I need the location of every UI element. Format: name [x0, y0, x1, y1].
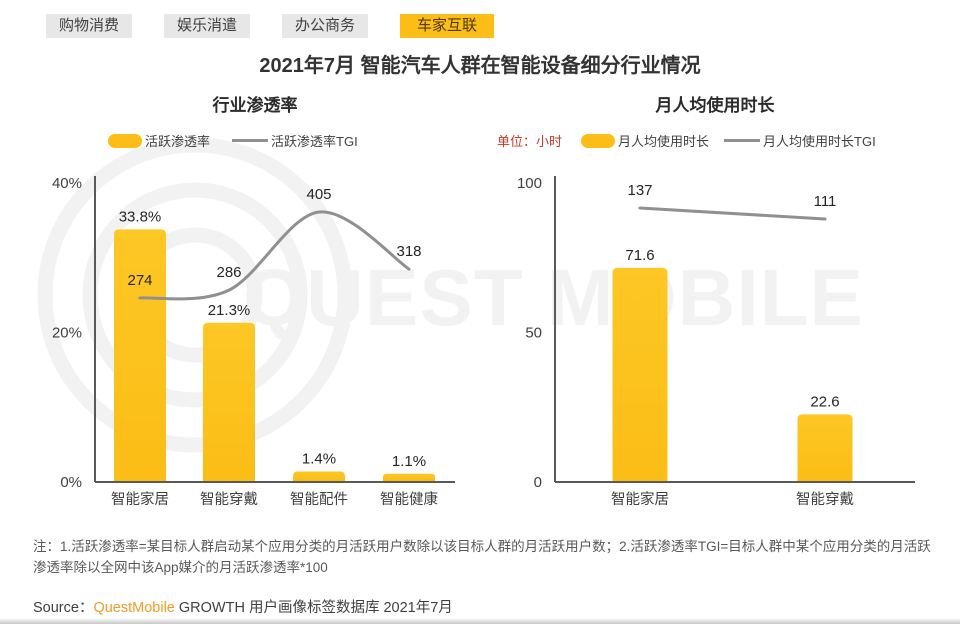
bar: [383, 473, 435, 481]
tab-car-home-active[interactable]: 车家互联: [400, 14, 495, 38]
footnote: 注：1.活跃渗透率=某目标人群启动某个应用分类的月活跃用户数除以该目标人群的月活…: [33, 539, 931, 575]
left-chart-legend: 活跃渗透率 活跃渗透率TGI: [108, 131, 358, 150]
bar: [203, 322, 255, 481]
category-label: 智能健康: [380, 491, 438, 508]
line-swatch-icon: [724, 139, 761, 142]
bar-value-label: 1.1%: [392, 453, 426, 470]
line-swatch-icon: [232, 139, 269, 142]
slide-bottom-shadow: [0, 618, 960, 624]
bar-swatch-icon: [108, 133, 142, 148]
bar: [114, 229, 166, 481]
tab-entertainment[interactable]: 娱乐消遣: [164, 14, 251, 38]
page-title: 2021年7月 智能汽车人群在智能设备细分行业情况: [259, 55, 701, 77]
tgi-value-label: 137: [627, 182, 652, 199]
category-label: 智能穿戴: [796, 491, 854, 508]
source-line: Source：QuestMobile GROWTH 用户画像标签数据库 2021…: [33, 596, 453, 617]
legend-item-penetration-tgi: 活跃渗透率TGI: [232, 131, 358, 150]
bar-value-label: 1.4%: [302, 451, 336, 468]
y-tick-label: 40%: [52, 175, 82, 192]
right-chart-title: 月人均使用时长: [655, 96, 775, 115]
bar-value-label: 33.8%: [119, 208, 162, 225]
category-label: 智能穿戴: [200, 491, 258, 508]
legend-label: 月人均使用时长TGI: [763, 134, 876, 149]
brand-name: QuestMobile: [93, 600, 175, 616]
bar-value-label: 22.6: [810, 393, 839, 410]
penetration-chart: 0% 20% 40% 33.8% 智能家居 21.3% 智能穿戴 1.4% 智能配件 1.1% 智能…: [52, 175, 455, 508]
bar-value-label: 21.3%: [208, 302, 251, 319]
tgi-line: [638, 206, 827, 221]
y-tick-label: 20%: [52, 325, 82, 342]
bar: [293, 471, 345, 481]
category-label: 智能家居: [111, 491, 169, 508]
y-tick-label: 50: [525, 325, 542, 342]
legend-label: 活跃渗透率: [145, 134, 211, 149]
tgi-value-label: 318: [396, 243, 421, 260]
tab-office[interactable]: 办公商务: [282, 14, 369, 38]
source-prefix: Source：: [33, 600, 94, 616]
category-label: 智能家居: [611, 491, 669, 508]
tgi-value-label: 274: [127, 272, 152, 289]
legend-item-penetration: 活跃渗透率: [108, 131, 210, 150]
category-label: 智能配件: [290, 491, 348, 508]
source-rest: GROWTH 用户画像标签数据库 2021年7月: [174, 600, 453, 616]
left-chart-title: 行业渗透率: [212, 96, 298, 115]
bar-value-label: 71.6: [625, 247, 654, 264]
tab-shopping[interactable]: 购物消费: [46, 14, 133, 38]
y-tick-label: 100: [517, 175, 542, 192]
unit-label: 单位：小时: [497, 134, 563, 149]
category-tabs: 购物消费 娱乐消遣 办公商务 车家互联: [46, 14, 495, 38]
bar: [612, 267, 668, 481]
right-chart-legend: 单位：小时 月人均使用时长 月人均使用时长TGI: [497, 131, 876, 150]
legend-item-duration: 月人均使用时长: [581, 131, 709, 150]
tgi-value-label: 111: [814, 193, 837, 210]
legend-label: 月人均使用时长: [618, 134, 710, 149]
tgi-line: [138, 210, 411, 301]
legend-item-duration-tgi: 月人均使用时长TGI: [724, 131, 876, 150]
usage-duration-chart: 0 50 100 71.6 智能家居 22.6 智能穿戴 137 111: [517, 175, 915, 508]
tgi-value-label: 286: [216, 264, 241, 281]
y-tick-label: 0%: [60, 474, 82, 491]
bar: [797, 414, 853, 481]
legend-label: 活跃渗透率TGI: [271, 134, 358, 149]
tgi-value-label: 405: [306, 186, 331, 203]
y-tick-label: 0: [534, 474, 542, 491]
bar-swatch-icon: [581, 133, 616, 148]
